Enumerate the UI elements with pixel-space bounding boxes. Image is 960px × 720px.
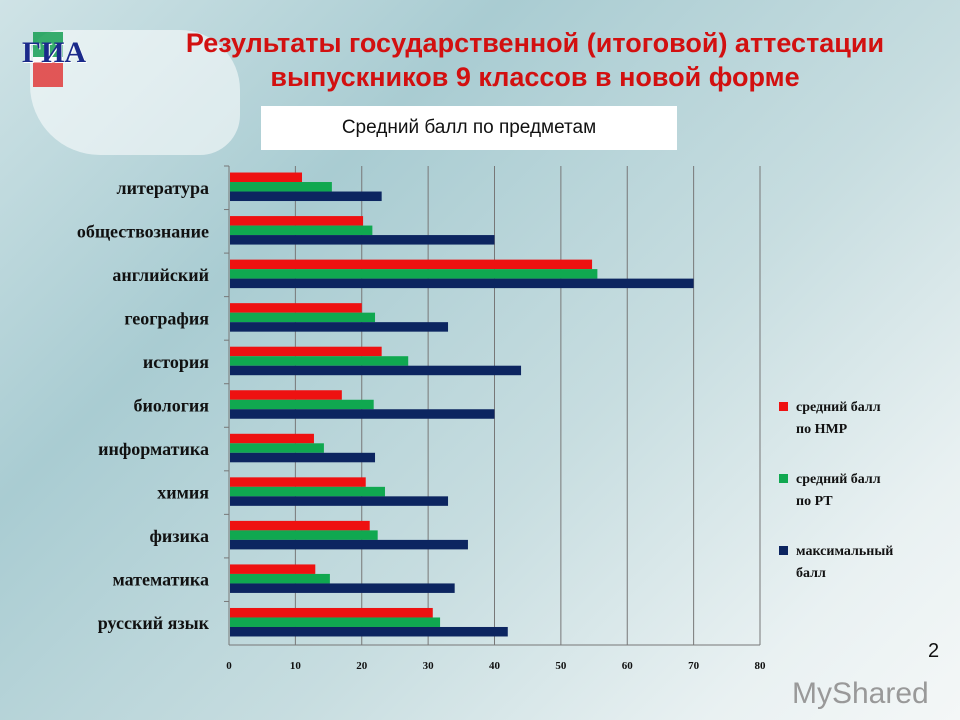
bar-0: [230, 607, 433, 618]
bar-1: [230, 269, 598, 279]
page-number: 2: [928, 640, 940, 662]
x-tick-label: 80: [755, 660, 767, 672]
logo: ГИА: [22, 36, 87, 69]
bar-0: [230, 259, 593, 270]
category-label: физика: [149, 526, 209, 546]
bar-0: [230, 303, 362, 313]
bar-0: [230, 390, 342, 400]
bar-2: [230, 278, 694, 289]
category-label: информатика: [98, 439, 209, 459]
bar-0: [230, 172, 303, 183]
bar-2: [230, 626, 508, 637]
category-label: история: [143, 352, 209, 372]
flag-image: [33, 32, 63, 87]
bar-1: [230, 399, 374, 410]
bar-2: [230, 539, 468, 550]
watermark: MyShared: [792, 677, 929, 710]
legend-swatch-2: [779, 546, 788, 555]
category-label: химия: [157, 483, 209, 503]
bar-1: [230, 573, 330, 584]
bar-2: [230, 409, 495, 419]
bar-0: [230, 433, 314, 444]
x-tick-label: 10: [290, 660, 302, 672]
bar-1: [230, 356, 409, 366]
bar-1: [230, 312, 376, 323]
bar-1: [230, 182, 332, 192]
x-tick-label: 60: [622, 660, 634, 672]
legend-swatch-0: [779, 402, 788, 411]
category-label: биология: [133, 396, 209, 416]
category-label: литература: [117, 178, 209, 198]
legend-swatch-1: [779, 474, 788, 483]
category-label: география: [124, 308, 209, 328]
bar-2: [230, 452, 376, 463]
category-label: русский язык: [98, 613, 210, 633]
bar-1: [230, 443, 324, 453]
bar-2: [230, 365, 522, 376]
x-tick-label: 0: [226, 660, 232, 672]
bar-0: [230, 477, 366, 487]
legend-label-0: средний балл по НМР: [796, 400, 881, 437]
bar-2: [230, 496, 449, 506]
x-tick-label: 70: [688, 660, 700, 672]
bar-1: [230, 486, 385, 497]
page-title: Результаты государственной (итоговой) ат…: [185, 28, 885, 92]
category-label: математика: [113, 570, 210, 590]
legend-label-2: максимальный балл: [796, 544, 893, 581]
bar-1: [230, 617, 441, 627]
map-background-image: [30, 30, 240, 155]
x-tick-label: 50: [555, 660, 567, 672]
chart-title: Средний балл по предметам: [261, 106, 677, 150]
bar-2: [230, 583, 455, 593]
bar-0: [230, 216, 364, 226]
bar-2: [230, 235, 495, 245]
legend-label-1: средний балл по РТ: [796, 472, 881, 509]
category-label: английский: [112, 265, 209, 285]
bar-1: [230, 530, 378, 540]
bar-0: [230, 346, 382, 357]
x-tick-label: 20: [356, 660, 368, 672]
category-label: обществознание: [77, 221, 209, 241]
bar-2: [230, 191, 382, 202]
x-tick-label: 40: [489, 660, 501, 672]
bar-0: [230, 564, 316, 574]
bar-2: [230, 322, 449, 332]
x-tick-label: 30: [423, 660, 435, 672]
bar-0: [230, 520, 370, 531]
bar-1: [230, 225, 373, 236]
